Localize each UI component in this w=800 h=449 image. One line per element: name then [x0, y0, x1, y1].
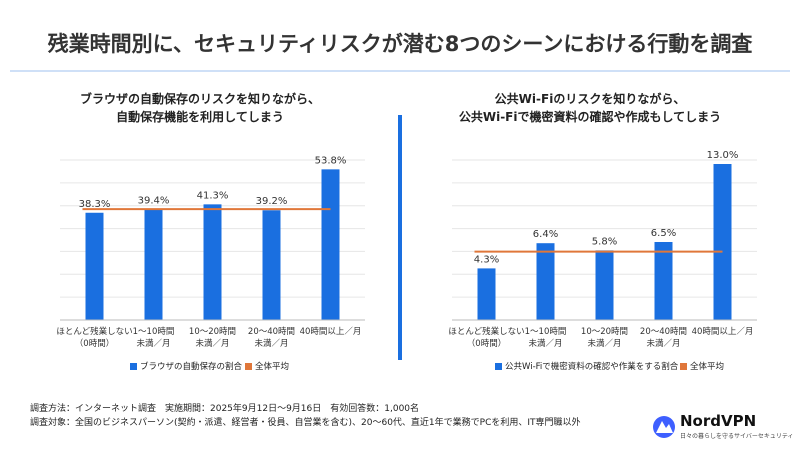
note: 調査方法：インターネット調査 実施期間：2025年9月12日～9月16日 有効回…: [30, 404, 420, 414]
x-tick-label: 10～20時間 未満／月: [580, 327, 629, 349]
legend-label: 公共Wi-Fiで機密資料の確認や作業をする割合: [505, 362, 679, 372]
bar: [477, 268, 496, 320]
legend-swatch: [680, 363, 687, 370]
value-label: 39.4%: [138, 196, 170, 207]
value-label: 39.2%: [256, 196, 288, 207]
value-label: 38.3%: [79, 199, 111, 210]
chart-title: ブラウザの自動保存のリスクを知りながら、 自動保存機能を利用してしまう: [79, 92, 320, 124]
legend-label: ブラウザの自動保存の割合: [140, 362, 243, 372]
x-tick-label: ほとんど残業しない （0時間）: [56, 327, 133, 349]
x-tick-label: 40時間以上／月: [299, 327, 362, 337]
bar: [85, 212, 104, 320]
legend-label: 全体平均: [255, 362, 290, 372]
tagline: 日々の暮らしを守るサイバーセキュリティ: [680, 433, 794, 440]
separator: [398, 115, 402, 360]
chart-title: 公共Wi-Fiのリスクを知りながら、 公共Wi-Fiで機密資料の確認や作成もして…: [458, 92, 722, 124]
x-tick-label: 1～10時間 未満／月: [132, 327, 175, 349]
value-label: 4.3%: [474, 254, 499, 265]
value-label: 6.4%: [533, 229, 558, 240]
value-label: 5.8%: [592, 236, 617, 247]
legend-swatch: [130, 363, 137, 370]
value-label: 13.0%: [707, 150, 739, 161]
value-label: 6.5%: [651, 228, 676, 239]
bar: [654, 242, 673, 320]
bar: [321, 169, 340, 320]
bar: [536, 243, 555, 320]
value-label: 41.3%: [197, 190, 229, 201]
logo-mark: [656, 421, 673, 433]
x-tick-label: 1～10時間 未満／月: [524, 327, 567, 349]
legend-swatch: [245, 363, 252, 370]
value-label: 53.8%: [315, 155, 347, 166]
bar: [713, 164, 732, 320]
legend-swatch: [495, 363, 502, 370]
x-tick-label: 40時間以上／月: [691, 327, 754, 337]
x-tick-label: 20～40時間 未満／月: [639, 327, 688, 349]
divider: [10, 70, 790, 72]
x-tick-label: ほとんど残業しない （0時間）: [448, 327, 525, 349]
x-tick-label: 20～40時間 未満／月: [247, 327, 296, 349]
legend-label: 全体平均: [690, 362, 725, 372]
bar: [203, 204, 222, 320]
bar: [262, 210, 281, 320]
page-title: 残業時間別に、セキュリティリスクが潜む8つのシーンにおける行動を調査: [47, 32, 753, 56]
logo: NordVPN: [680, 412, 757, 430]
bar: [144, 209, 163, 320]
note: 調査対象：全国のビジネスパーソン(契約・派遣、経営者・役員、自営業を含む)、20…: [30, 418, 581, 428]
x-tick-label: 10～20時間 未満／月: [188, 327, 237, 349]
bar: [595, 250, 614, 320]
